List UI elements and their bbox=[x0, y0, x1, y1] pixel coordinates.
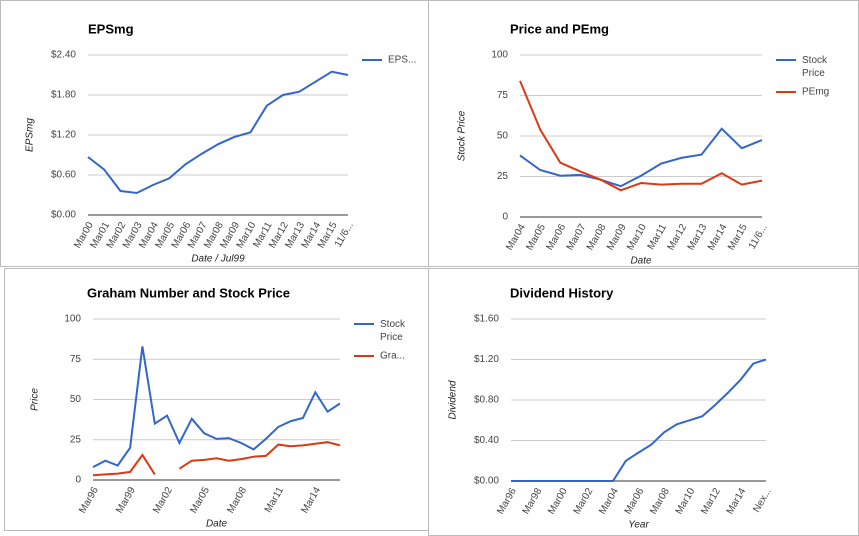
y-tick-label: $0.40 bbox=[474, 435, 499, 446]
series-line bbox=[511, 358, 767, 482]
series-line bbox=[87, 70, 349, 195]
chart-title: EPSmg bbox=[88, 21, 134, 36]
legend-label: EPS... bbox=[388, 55, 416, 66]
legend-label: PEmg bbox=[802, 87, 829, 98]
y-tick-label: 0 bbox=[502, 212, 508, 223]
legend-label: Stock Price bbox=[802, 55, 828, 79]
series-line bbox=[92, 346, 341, 468]
y-tick-label: $1.20 bbox=[51, 130, 76, 141]
y-tick-label: $0.00 bbox=[474, 476, 499, 487]
y-tick-label: 25 bbox=[70, 434, 82, 445]
y-axis-title: Dividend bbox=[448, 380, 459, 419]
chart-title: Price and PEmg bbox=[510, 21, 609, 36]
x-axis-title: Date bbox=[630, 256, 652, 267]
y-tick-label: 50 bbox=[497, 131, 509, 142]
y-tick-label: 100 bbox=[64, 314, 81, 325]
x-axis-title: Date bbox=[206, 519, 228, 530]
y-tick-label: $1.80 bbox=[51, 90, 76, 101]
y-tick-label: $1.20 bbox=[474, 354, 499, 365]
y-tick-label: 75 bbox=[70, 354, 82, 365]
chart-title: Dividend History bbox=[510, 285, 614, 300]
series-line bbox=[92, 441, 341, 477]
y-axis-title: Stock Price bbox=[457, 110, 468, 161]
y-tick-label: 100 bbox=[491, 50, 508, 61]
panel bbox=[428, 268, 859, 536]
y-tick-label: 0 bbox=[75, 475, 81, 486]
y-tick-label: $0.00 bbox=[51, 210, 76, 221]
y-tick-label: 75 bbox=[497, 90, 509, 101]
panel bbox=[0, 0, 429, 267]
chart-title: Graham Number and Stock Price bbox=[87, 285, 290, 300]
y-tick-label: 25 bbox=[497, 171, 509, 182]
y-tick-label: $1.60 bbox=[474, 314, 499, 325]
y-tick-label: 50 bbox=[70, 394, 82, 405]
y-axis-title: Price bbox=[30, 388, 41, 411]
panel bbox=[428, 0, 859, 267]
y-tick-label: $2.40 bbox=[51, 50, 76, 61]
y-axis-title: EPSmg bbox=[25, 118, 36, 152]
series-line bbox=[519, 80, 763, 192]
legend-label: Gra... bbox=[380, 351, 405, 362]
legend-label: Stock Price bbox=[380, 319, 406, 343]
x-axis-title: Date / Jul99 bbox=[191, 254, 245, 265]
x-axis-title: Year bbox=[628, 520, 649, 531]
y-tick-label: $0.60 bbox=[51, 170, 76, 181]
series-line bbox=[519, 127, 763, 188]
y-tick-label: $0.80 bbox=[474, 395, 499, 406]
